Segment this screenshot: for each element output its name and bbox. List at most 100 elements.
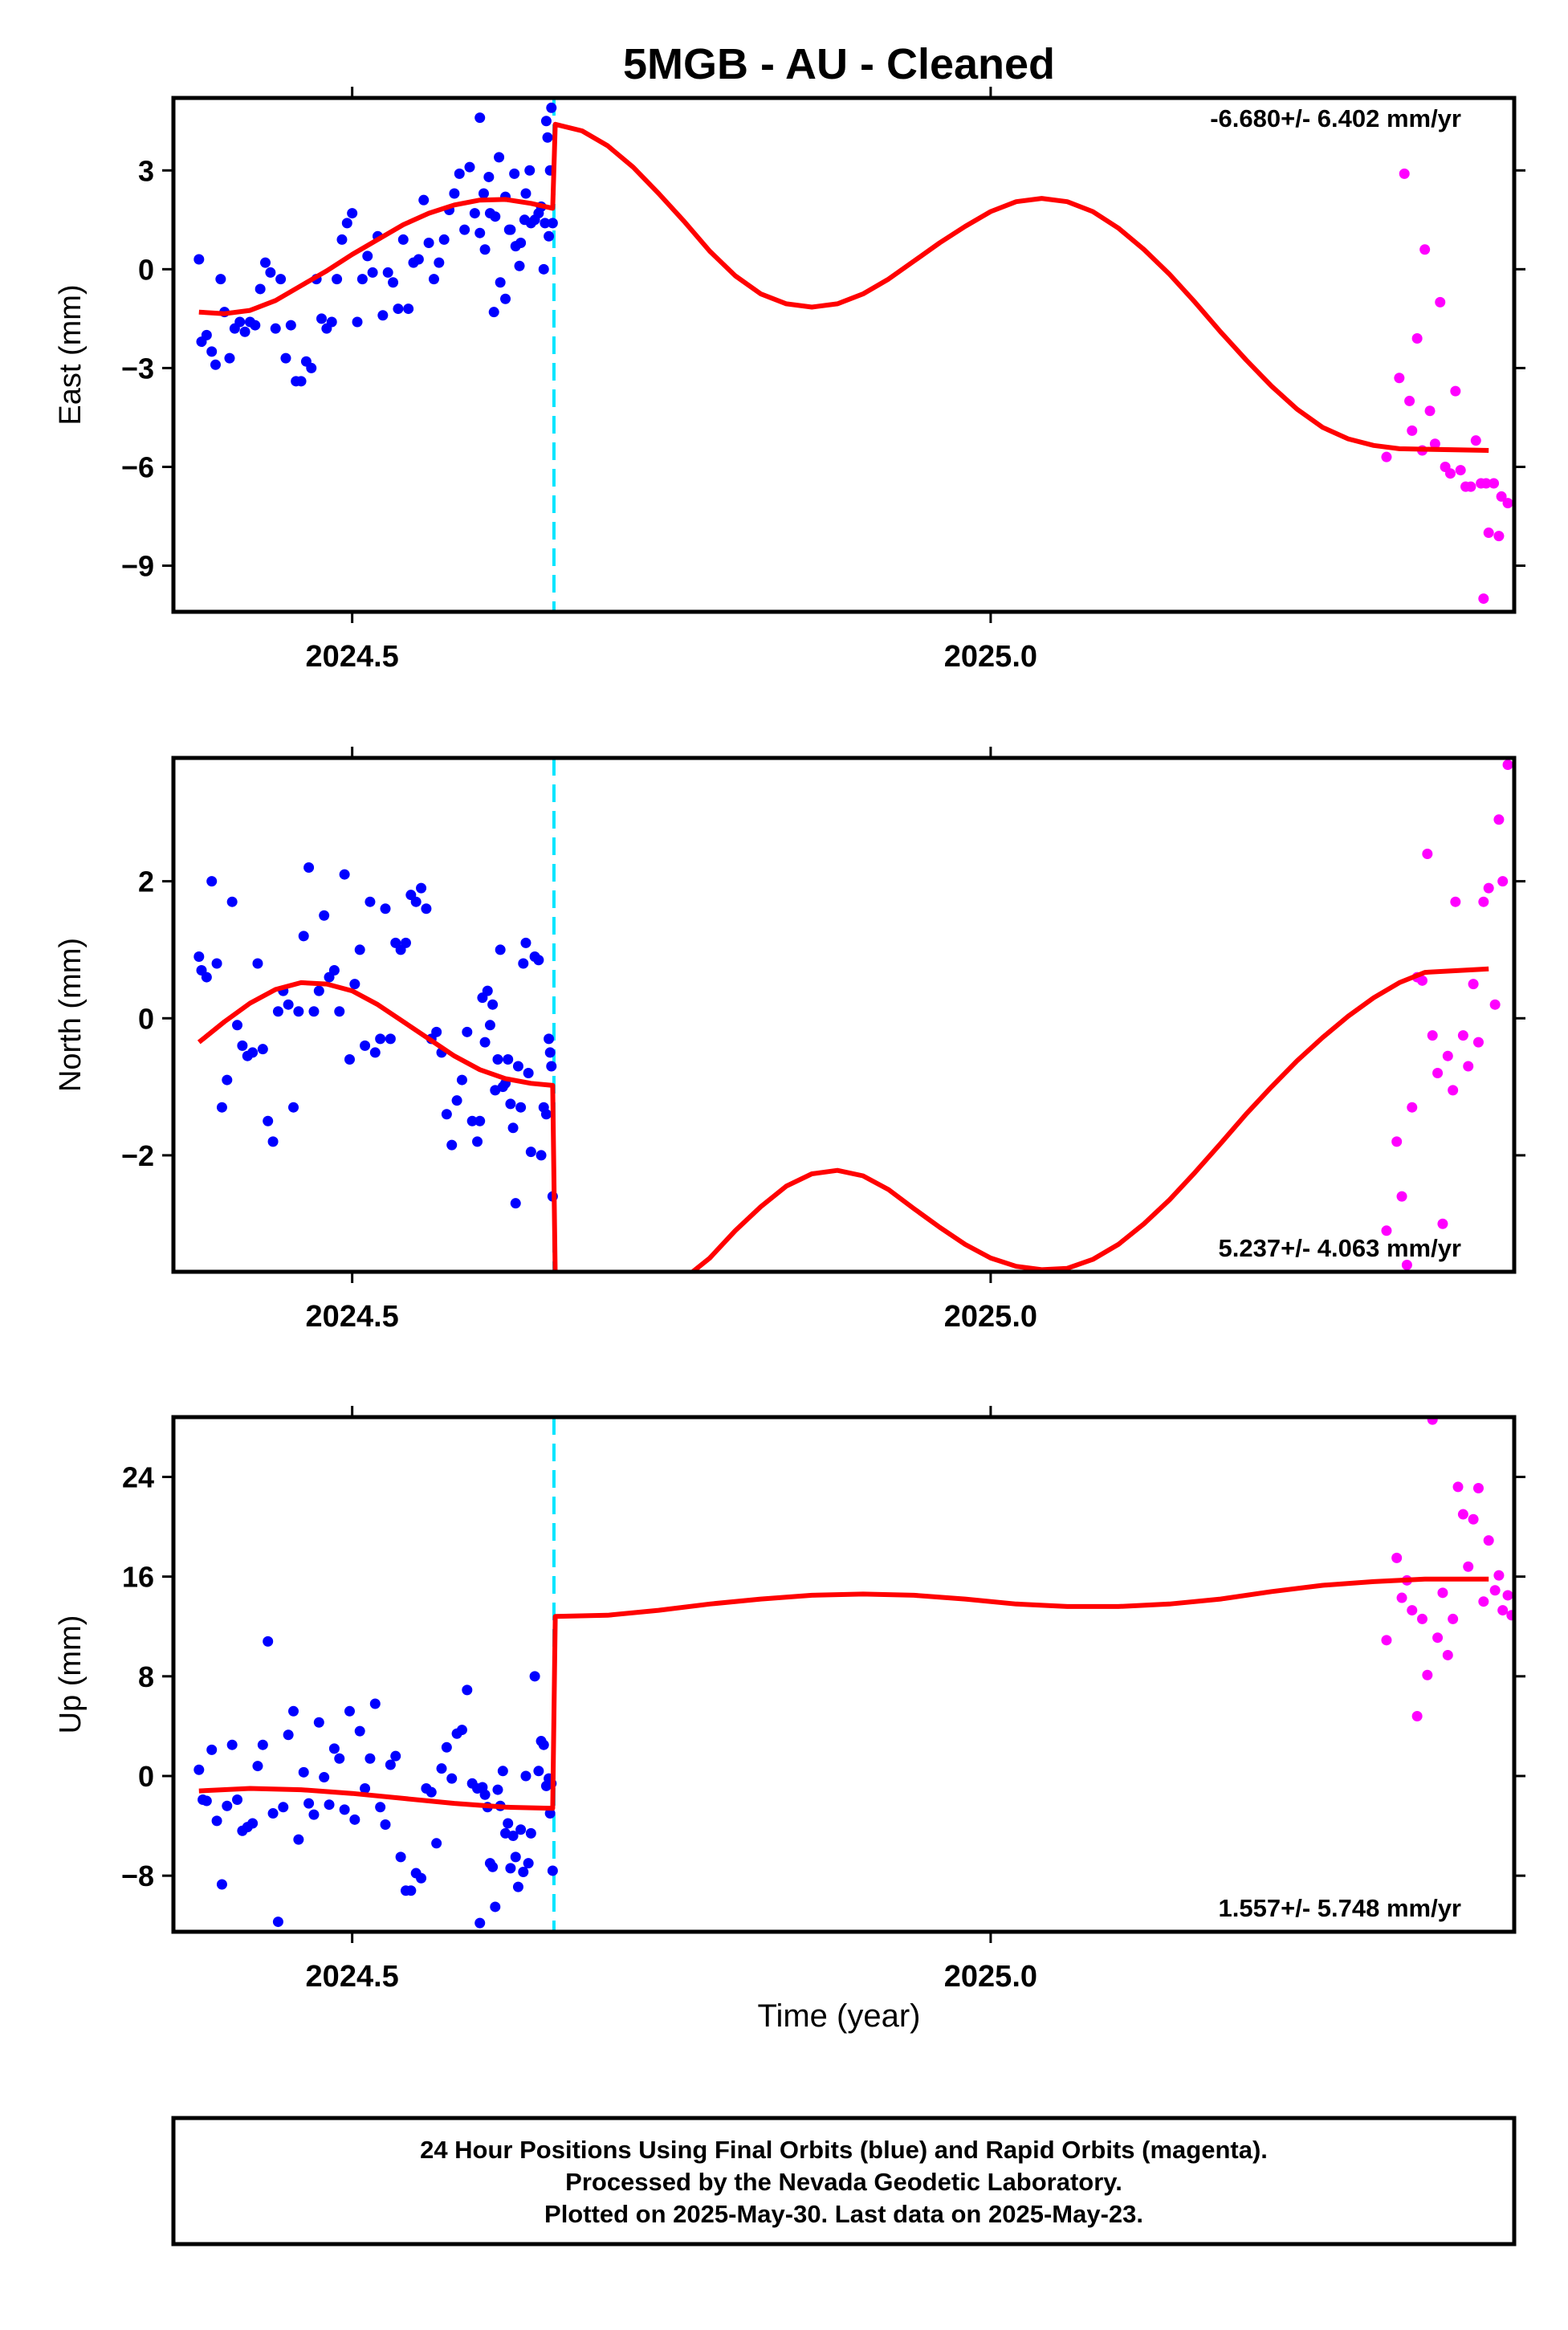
final-orbit-point [456, 1725, 467, 1736]
rapid-orbit-point [1457, 1030, 1468, 1041]
velocity-label: -6.680+/- 6.402 mm/yr [1210, 104, 1461, 132]
rapid-orbit-point [1478, 896, 1489, 907]
rapid-orbit-point [1407, 1605, 1418, 1616]
final-orbit-point [464, 161, 475, 173]
final-orbit-point [237, 1040, 248, 1051]
final-orbit-point [328, 965, 340, 976]
final-orbit-point [490, 1085, 501, 1096]
rapid-orbit-point [1422, 1669, 1433, 1680]
final-orbit-point [285, 320, 296, 331]
final-orbit-point [313, 985, 324, 996]
final-orbit-point [446, 1773, 458, 1784]
final-orbit-point [474, 227, 486, 238]
final-orbit-point [434, 257, 445, 268]
final-orbit-point [512, 1881, 523, 1892]
final-orbit-point [478, 188, 489, 199]
plot-area [193, 98, 1513, 612]
rapid-orbit-point [1391, 1136, 1403, 1147]
final-orbit-point [479, 244, 491, 255]
final-orbit-point [369, 1047, 381, 1058]
final-orbit-point [349, 1814, 360, 1825]
final-orbit-point [490, 1901, 501, 1912]
y-tick-label: −8 [121, 1860, 154, 1892]
final-orbit-point [341, 218, 352, 229]
rapid-orbit-point [1489, 999, 1501, 1010]
final-orbit-point [538, 263, 549, 275]
final-orbit-point [308, 1006, 320, 1017]
final-orbit-point [540, 116, 552, 127]
final-orbit-point [306, 362, 317, 373]
final-orbit-point [472, 1136, 483, 1147]
final-orbit-point [288, 1705, 299, 1717]
panels: 3 0 −3 −6 −9 2024.5 2025.0 East (mm) -6.680+/- 6… [54, 87, 1525, 1994]
rapid-orbit-point [1452, 1481, 1464, 1493]
final-orbit-point [505, 1098, 516, 1110]
model-fit-line [198, 121, 1489, 453]
final-orbit-point [544, 1808, 556, 1819]
final-orbit-point [193, 1764, 205, 1775]
y-tick-label: −3 [121, 352, 154, 385]
final-orbit-point [332, 274, 343, 285]
rapid-orbit-point [1448, 1613, 1459, 1624]
final-orbit-point [356, 274, 368, 285]
rapid-orbit-point [1435, 296, 1446, 308]
rapid-orbit-point [1450, 385, 1461, 397]
final-orbit-point [500, 1827, 511, 1839]
panel-east: 3 0 −3 −6 −9 2024.5 2025.0 East (mm) -6.680+/- 6… [54, 87, 1525, 674]
final-orbit-point [395, 1851, 406, 1863]
final-orbit-point [500, 293, 511, 304]
final-orbit-point [380, 1819, 391, 1831]
rapid-orbit-point [1381, 1225, 1392, 1236]
velocity-label: 1.557+/- 5.748 mm/yr [1219, 1894, 1461, 1922]
final-orbit-point [263, 1635, 274, 1647]
final-orbit-point [509, 168, 520, 179]
final-orbit-point [210, 359, 221, 370]
final-orbit-point [206, 1744, 218, 1755]
final-orbit-point [416, 1872, 427, 1884]
final-orbit-point [239, 326, 250, 337]
final-orbit-point [503, 1053, 514, 1065]
final-orbit-point [451, 1095, 462, 1106]
final-orbit-point [270, 323, 281, 334]
rapid-orbit-point [1483, 882, 1494, 894]
final-orbit-point [247, 1818, 259, 1829]
rapid-orbit-point [1416, 1613, 1427, 1624]
final-orbit-point [547, 218, 558, 229]
final-orbit-point [483, 171, 495, 182]
final-orbit-point [201, 329, 212, 340]
y-tick-label: 16 [122, 1561, 154, 1594]
final-orbit-point [211, 1815, 222, 1827]
final-orbit-point [544, 1047, 556, 1058]
rapid-orbit-point [1381, 1635, 1392, 1646]
final-orbit-point [441, 1741, 452, 1753]
final-orbit-point [525, 1147, 536, 1158]
final-orbit-point [503, 224, 515, 235]
rapid-orbit-point [1468, 979, 1479, 990]
x-tick-label: 2025.0 [944, 1300, 1037, 1334]
final-orbit-point [495, 944, 506, 955]
rapid-orbit-point [1497, 1605, 1509, 1616]
final-orbit-point [252, 1761, 263, 1772]
final-orbit-point [533, 1766, 544, 1777]
final-orbit-point [267, 1808, 279, 1819]
final-orbit-point [352, 316, 363, 328]
rapid-orbit-point [1404, 395, 1415, 406]
final-orbit-point [382, 267, 393, 278]
final-orbit-point [515, 1102, 527, 1113]
final-orbit-point [533, 955, 544, 966]
final-orbit-point [418, 194, 430, 206]
final-orbit-point [257, 1044, 268, 1055]
final-orbit-point [201, 1795, 212, 1807]
final-orbit-point [393, 303, 404, 315]
final-orbit-point [484, 1020, 495, 1031]
final-orbit-point [431, 1838, 442, 1849]
final-orbit-point [505, 1863, 516, 1874]
rapid-orbit-point [1496, 491, 1507, 502]
final-orbit-point [193, 951, 205, 962]
rapid-orbit-point [1465, 481, 1476, 492]
final-orbit-point [428, 274, 439, 285]
final-orbit-point [474, 1917, 486, 1929]
x-axis-label: Time (year) [758, 1998, 921, 2034]
final-orbit-point [206, 346, 218, 357]
